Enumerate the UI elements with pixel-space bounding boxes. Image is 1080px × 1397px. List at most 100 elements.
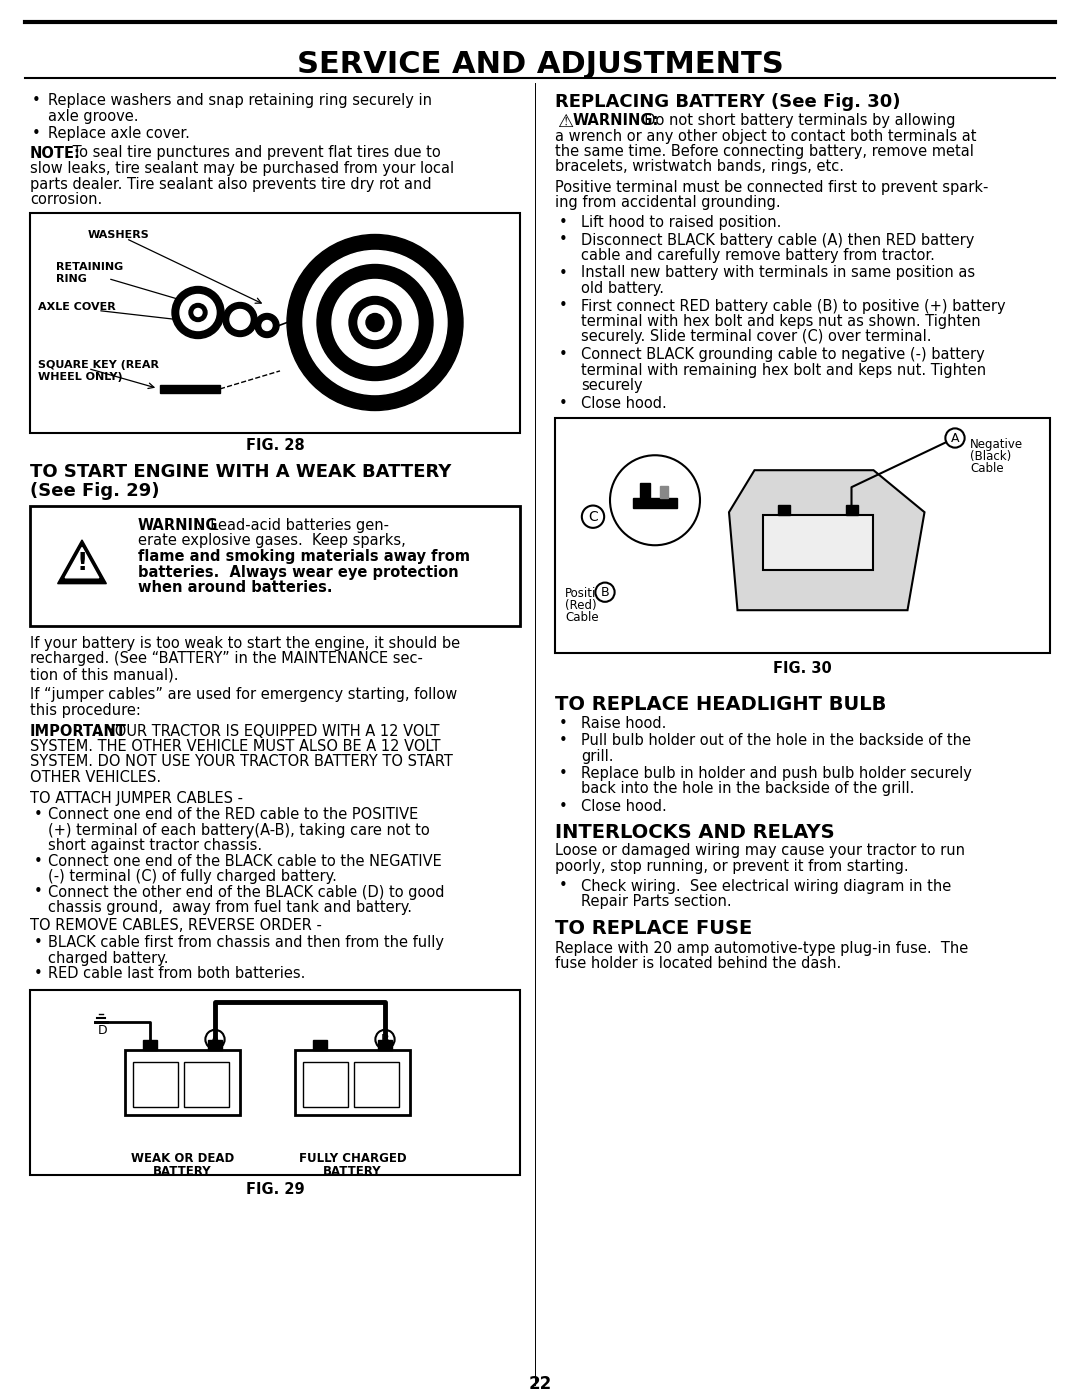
- Text: (+) terminal of each battery(A-B), taking care not to: (+) terminal of each battery(A-B), takin…: [48, 823, 430, 837]
- Text: FULLY CHARGED: FULLY CHARGED: [299, 1153, 406, 1165]
- Text: !: !: [77, 552, 87, 576]
- Polygon shape: [57, 541, 106, 584]
- Text: To seal tire punctures and prevent flat tires due to: To seal tire punctures and prevent flat …: [68, 145, 441, 161]
- Text: WASHERS: WASHERS: [87, 231, 150, 240]
- Text: Connect the other end of the BLACK cable (D) to good: Connect the other end of the BLACK cable…: [48, 884, 445, 900]
- Text: •: •: [32, 126, 41, 141]
- Text: flame and smoking materials away from: flame and smoking materials away from: [138, 549, 470, 564]
- Text: •: •: [32, 94, 41, 108]
- Text: old battery.: old battery.: [581, 281, 664, 296]
- Text: •: •: [559, 232, 568, 247]
- Text: Replace axle cover.: Replace axle cover.: [48, 126, 190, 141]
- Text: cable and carefully remove battery from tractor.: cable and carefully remove battery from …: [581, 249, 935, 263]
- Bar: [660, 486, 669, 499]
- Bar: [378, 1041, 392, 1051]
- Text: INTERLOCKS AND RELAYS: INTERLOCKS AND RELAYS: [555, 823, 835, 841]
- Text: Install new battery with terminals in same position as: Install new battery with terminals in sa…: [581, 265, 975, 281]
- Text: BATTERY: BATTERY: [153, 1165, 212, 1178]
- Bar: [303, 1062, 348, 1108]
- Text: back into the hole in the backside of the grill.: back into the hole in the backside of th…: [581, 781, 915, 796]
- FancyBboxPatch shape: [30, 506, 519, 626]
- Text: (See Fig. 29): (See Fig. 29): [30, 482, 160, 500]
- Text: Cable: Cable: [565, 612, 598, 624]
- FancyBboxPatch shape: [30, 989, 519, 1175]
- Text: +: +: [379, 1038, 391, 1053]
- Circle shape: [194, 309, 202, 317]
- Text: Pull bulb holder out of the hole in the backside of the: Pull bulb holder out of the hole in the …: [581, 733, 971, 747]
- Text: TO ATTACH JUMPER CABLES -: TO ATTACH JUMPER CABLES -: [30, 791, 243, 806]
- FancyBboxPatch shape: [555, 418, 1050, 652]
- Text: batteries.  Always wear eye protection: batteries. Always wear eye protection: [138, 564, 459, 580]
- Text: TO REMOVE CABLES, REVERSE ORDER -: TO REMOVE CABLES, REVERSE ORDER -: [30, 918, 322, 933]
- Circle shape: [318, 264, 433, 380]
- Text: erate explosive gases.  Keep sparks,: erate explosive gases. Keep sparks,: [138, 534, 406, 549]
- Text: TO REPLACE FUSE: TO REPLACE FUSE: [555, 919, 753, 939]
- Text: •: •: [559, 395, 568, 411]
- Text: Check wiring.  See electrical wiring diagram in the: Check wiring. See electrical wiring diag…: [581, 879, 951, 894]
- Text: (-) terminal (C) of fully charged battery.: (-) terminal (C) of fully charged batter…: [48, 869, 337, 884]
- Text: •: •: [559, 715, 568, 731]
- Text: : YOUR TRACTOR IS EQUIPPED WITH A 12 VOLT: : YOUR TRACTOR IS EQUIPPED WITH A 12 VOL…: [97, 724, 440, 739]
- Text: chassis ground,  away from fuel tank and battery.: chassis ground, away from fuel tank and …: [48, 900, 411, 915]
- Bar: [762, 515, 873, 570]
- Text: (Black): (Black): [970, 450, 1011, 462]
- Bar: [160, 386, 220, 393]
- Text: ing from accidental grounding.: ing from accidental grounding.: [555, 196, 781, 211]
- Text: Lift hood to raised position.: Lift hood to raised position.: [581, 215, 781, 231]
- Bar: [208, 1041, 222, 1051]
- Text: •: •: [33, 935, 43, 950]
- Circle shape: [255, 313, 279, 338]
- Circle shape: [303, 250, 447, 394]
- Text: Connect BLACK grounding cable to negative (-) battery: Connect BLACK grounding cable to negativ…: [581, 346, 985, 362]
- Text: bracelets, wristwatch bands, rings, etc.: bracelets, wristwatch bands, rings, etc.: [555, 159, 843, 175]
- Text: -: -: [147, 1038, 152, 1053]
- Text: Repair Parts section.: Repair Parts section.: [581, 894, 731, 909]
- Text: Replace with 20 amp automotive-type plug-in fuse.  The: Replace with 20 amp automotive-type plug…: [555, 940, 969, 956]
- Text: short against tractor chassis.: short against tractor chassis.: [48, 838, 262, 854]
- Text: this procedure:: this procedure:: [30, 703, 140, 718]
- Text: REPLACING BATTERY (See Fig. 30): REPLACING BATTERY (See Fig. 30): [555, 94, 901, 110]
- Text: TO START ENGINE WITH A WEAK BATTERY: TO START ENGINE WITH A WEAK BATTERY: [30, 462, 451, 481]
- Text: Do not short battery terminals by allowing: Do not short battery terminals by allowi…: [635, 113, 956, 129]
- Text: First connect RED battery cable (B) to positive (+) battery: First connect RED battery cable (B) to p…: [581, 299, 1005, 313]
- Text: axle groove.: axle groove.: [48, 109, 138, 123]
- Text: •: •: [33, 965, 43, 981]
- Text: OTHER VEHICLES.: OTHER VEHICLES.: [30, 770, 161, 785]
- Text: C: C: [589, 510, 598, 524]
- Text: SYSTEM. DO NOT USE YOUR TRACTOR BATTERY TO START: SYSTEM. DO NOT USE YOUR TRACTOR BATTERY …: [30, 754, 453, 770]
- Text: securely: securely: [581, 379, 643, 393]
- Text: Replace bulb in holder and push bulb holder securely: Replace bulb in holder and push bulb hol…: [581, 766, 972, 781]
- Text: WARNING:: WARNING:: [573, 113, 660, 129]
- Bar: [313, 1041, 327, 1051]
- Text: Negative: Negative: [970, 439, 1023, 451]
- Text: •: •: [559, 299, 568, 313]
- FancyBboxPatch shape: [30, 212, 519, 433]
- Text: •: •: [559, 766, 568, 781]
- Polygon shape: [729, 471, 924, 610]
- Circle shape: [287, 235, 463, 411]
- Text: Cable: Cable: [970, 462, 1003, 475]
- Text: SQUARE KEY (REAR: SQUARE KEY (REAR: [38, 360, 159, 370]
- Circle shape: [357, 306, 392, 339]
- Text: tion of this manual).: tion of this manual).: [30, 666, 178, 682]
- Text: Positive terminal must be connected first to prevent spark-: Positive terminal must be connected firs…: [555, 180, 988, 196]
- Text: SERVICE AND ADJUSTMENTS: SERVICE AND ADJUSTMENTS: [297, 50, 783, 80]
- Text: •: •: [33, 854, 43, 869]
- Text: If your battery is too weak to start the engine, it should be: If your battery is too weak to start the…: [30, 636, 460, 651]
- Circle shape: [349, 296, 401, 348]
- Text: corrosion.: corrosion.: [30, 191, 103, 207]
- Circle shape: [189, 303, 207, 321]
- Text: the same time. Before connecting battery, remove metal: the same time. Before connecting battery…: [555, 144, 974, 159]
- Text: C: C: [315, 1084, 324, 1098]
- Text: BLACK cable first from chassis and then from the fully: BLACK cable first from chassis and then …: [48, 935, 444, 950]
- Bar: [133, 1062, 178, 1108]
- Text: WEAK OR DEAD: WEAK OR DEAD: [131, 1153, 234, 1165]
- Text: Connect one end of the RED cable to the POSITIVE: Connect one end of the RED cable to the …: [48, 807, 418, 821]
- Text: Close hood.: Close hood.: [581, 799, 666, 814]
- Text: a wrench or any other object to contact both terminals at: a wrench or any other object to contact …: [555, 129, 976, 144]
- Text: Replace washers and snap retaining ring securely in: Replace washers and snap retaining ring …: [48, 94, 432, 108]
- Text: •: •: [559, 265, 568, 281]
- Polygon shape: [65, 548, 98, 578]
- Text: Connect one end of the BLACK cable to the NEGATIVE: Connect one end of the BLACK cable to th…: [48, 854, 442, 869]
- Text: WARNING: WARNING: [138, 518, 218, 534]
